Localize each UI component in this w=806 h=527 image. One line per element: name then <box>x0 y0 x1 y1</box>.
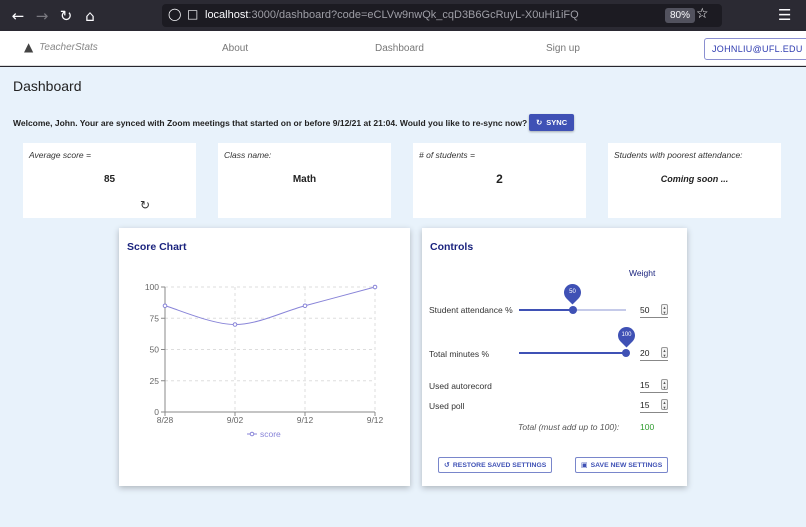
stat-label: Average score = <box>29 150 91 160</box>
stepper-icon[interactable]: ▲ ▼ <box>661 347 668 358</box>
y-tick-label: 0 <box>154 407 159 417</box>
data-point <box>232 322 238 327</box>
weight-header: Weight <box>629 268 656 278</box>
slider-thumb[interactable] <box>622 349 630 357</box>
address-bar[interactable]: ◯ □ localhost:3000/dashboard?code=eCLVw9… <box>162 4 722 27</box>
restore-settings-button[interactable]: ↺ RESTORE SAVED SETTINGS <box>438 457 553 473</box>
reload-icon[interactable]: ↻ <box>59 7 73 25</box>
stat-value: Math <box>292 174 317 185</box>
attendance-slider[interactable]: 50 <box>519 280 626 314</box>
history-icon: ↺ <box>444 461 450 469</box>
slider-value-tooltip: 50 <box>560 280 585 305</box>
stepper-icon[interactable]: ▲ ▼ <box>661 304 668 315</box>
nav-link-dashboard[interactable]: Dashboard <box>375 43 424 54</box>
sync-label: SYNC <box>546 118 568 127</box>
brand[interactable]: ▲ TeacherStats <box>24 40 98 54</box>
attendance-label: Student attendance % <box>429 305 513 315</box>
input-value: 15 <box>640 400 650 410</box>
input-value: 50 <box>640 305 650 315</box>
attendance-weight-input[interactable]: 50 ▲ ▼ <box>640 303 668 318</box>
stat-card-poorest-attendance: Students with poorest attendance: Coming… <box>608 143 781 218</box>
slider-value-tooltip: 100 <box>613 323 639 348</box>
score-chart-panel: Score Chart 0 25 50 75 100 8/28 9/02 9/12 9/12 sc… <box>119 228 410 486</box>
poll-weight-input[interactable]: 15 ▲ ▼ <box>640 398 668 413</box>
stat-value: Coming soon ... <box>660 174 729 184</box>
url-host: localhost <box>205 9 249 21</box>
controls-title: Controls <box>430 241 474 253</box>
stat-value: 85 <box>103 174 116 185</box>
x-tick-label: 8/28 <box>157 415 174 425</box>
home-icon[interactable]: ⌂ <box>85 7 95 25</box>
total-label: Total (must add up to 100): <box>518 422 620 432</box>
restore-label: RESTORE SAVED SETTINGS <box>452 462 547 469</box>
autorecord-label: Used autorecord <box>429 381 492 391</box>
save-label: SAVE NEW SETTINGS <box>590 462 663 469</box>
total-value: 100 <box>640 422 655 432</box>
shield-icon[interactable]: ◯ <box>168 7 182 21</box>
nav-link-about[interactable]: About <box>222 43 249 54</box>
x-tick-label: 9/02 <box>227 415 244 425</box>
welcome-message: Welcome, John. Your are synced with Zoom… <box>13 118 528 128</box>
hamburger-menu-icon[interactable]: ☰ <box>778 6 792 24</box>
y-tick-label: 25 <box>150 376 160 386</box>
app-navbar: ▲ TeacherStats About Dashboard Sign up J… <box>0 31 806 66</box>
zoom-badge[interactable]: 80% <box>665 8 696 23</box>
stepper-icon[interactable]: ▲ ▼ <box>661 399 668 410</box>
y-tick-label: 75 <box>150 313 160 323</box>
stat-label: Students with poorest attendance: <box>614 150 743 160</box>
series-line-score <box>164 286 376 326</box>
autorecord-weight-input[interactable]: 15 ▲ ▼ <box>640 378 668 393</box>
input-value: 15 <box>640 380 650 390</box>
score-line-chart: 0 25 50 75 100 8/28 9/02 9/12 9/12 score <box>145 282 384 439</box>
sync-icon: ↻ <box>536 118 543 127</box>
brand-name: TeacherStats <box>39 41 98 53</box>
bookmark-star-icon[interactable]: ☆ <box>696 6 709 22</box>
floppy-disk-icon: ▣ <box>581 461 588 469</box>
minutes-label: Total minutes % <box>429 349 489 359</box>
score-chart-title: Score Chart <box>127 241 187 253</box>
graduation-cap-icon: ▲ <box>24 40 34 54</box>
poll-label: Used poll <box>429 401 465 411</box>
slider-fill <box>519 352 626 354</box>
dashboard-main: Dashboard Welcome, John. Your are synced… <box>0 67 806 527</box>
data-point <box>162 303 168 309</box>
y-tick-label: 50 <box>150 345 160 355</box>
data-point <box>302 303 308 309</box>
url-path: :3000/dashboard?code=eCLVw9nwQk_cqD3B6Gc… <box>248 9 579 21</box>
minutes-slider[interactable]: 100 <box>519 323 639 357</box>
x-tick-label: 9/12 <box>297 415 314 425</box>
slider-value-label: 50 <box>569 289 576 295</box>
user-account-button[interactable]: JOHNLIU@UFL.EDU <box>704 38 806 60</box>
controls-panel: Controls Weight Student attendance % 50 … <box>422 228 687 486</box>
back-arrow-icon[interactable]: ← <box>11 7 25 25</box>
page-icon: □ <box>187 7 199 21</box>
slider-thumb[interactable] <box>568 306 577 314</box>
data-point <box>372 284 378 290</box>
legend-label: score <box>260 429 281 439</box>
stat-label: Class name: <box>224 150 272 160</box>
sync-button[interactable]: ↻ SYNC <box>529 114 575 131</box>
slider-value-label: 100 <box>620 332 631 338</box>
x-tick-label: 9/12 <box>367 415 384 425</box>
browser-toolbar: ← → ↻ ⌂ ◯ □ localhost:3000/dashboard?cod… <box>0 0 806 31</box>
legend-marker <box>249 431 255 437</box>
stat-card-student-count: # of students = 2 <box>413 143 586 218</box>
minutes-weight-input[interactable]: 20 ▲ ▼ <box>640 346 668 361</box>
refresh-icon[interactable]: ↻ <box>140 198 151 212</box>
stat-value: 2 <box>496 172 503 186</box>
url-text[interactable]: localhost:3000/dashboard?code=eCLVw9nwQk… <box>205 9 579 21</box>
forward-arrow-icon[interactable]: → <box>35 7 49 25</box>
stat-card-average-score: Average score = 85 ↻ <box>23 143 196 218</box>
y-tick-label: 100 <box>145 282 159 292</box>
stat-label: # of students = <box>419 150 475 160</box>
stat-card-class-name: Class name: Math <box>218 143 391 218</box>
nav-link-signup[interactable]: Sign up <box>546 43 580 54</box>
page-title: Dashboard <box>13 78 82 94</box>
stepper-icon[interactable]: ▲ ▼ <box>661 379 668 390</box>
slider-fill <box>519 309 573 311</box>
save-settings-button[interactable]: ▣ SAVE NEW SETTINGS <box>575 457 669 473</box>
input-value: 20 <box>640 348 650 358</box>
